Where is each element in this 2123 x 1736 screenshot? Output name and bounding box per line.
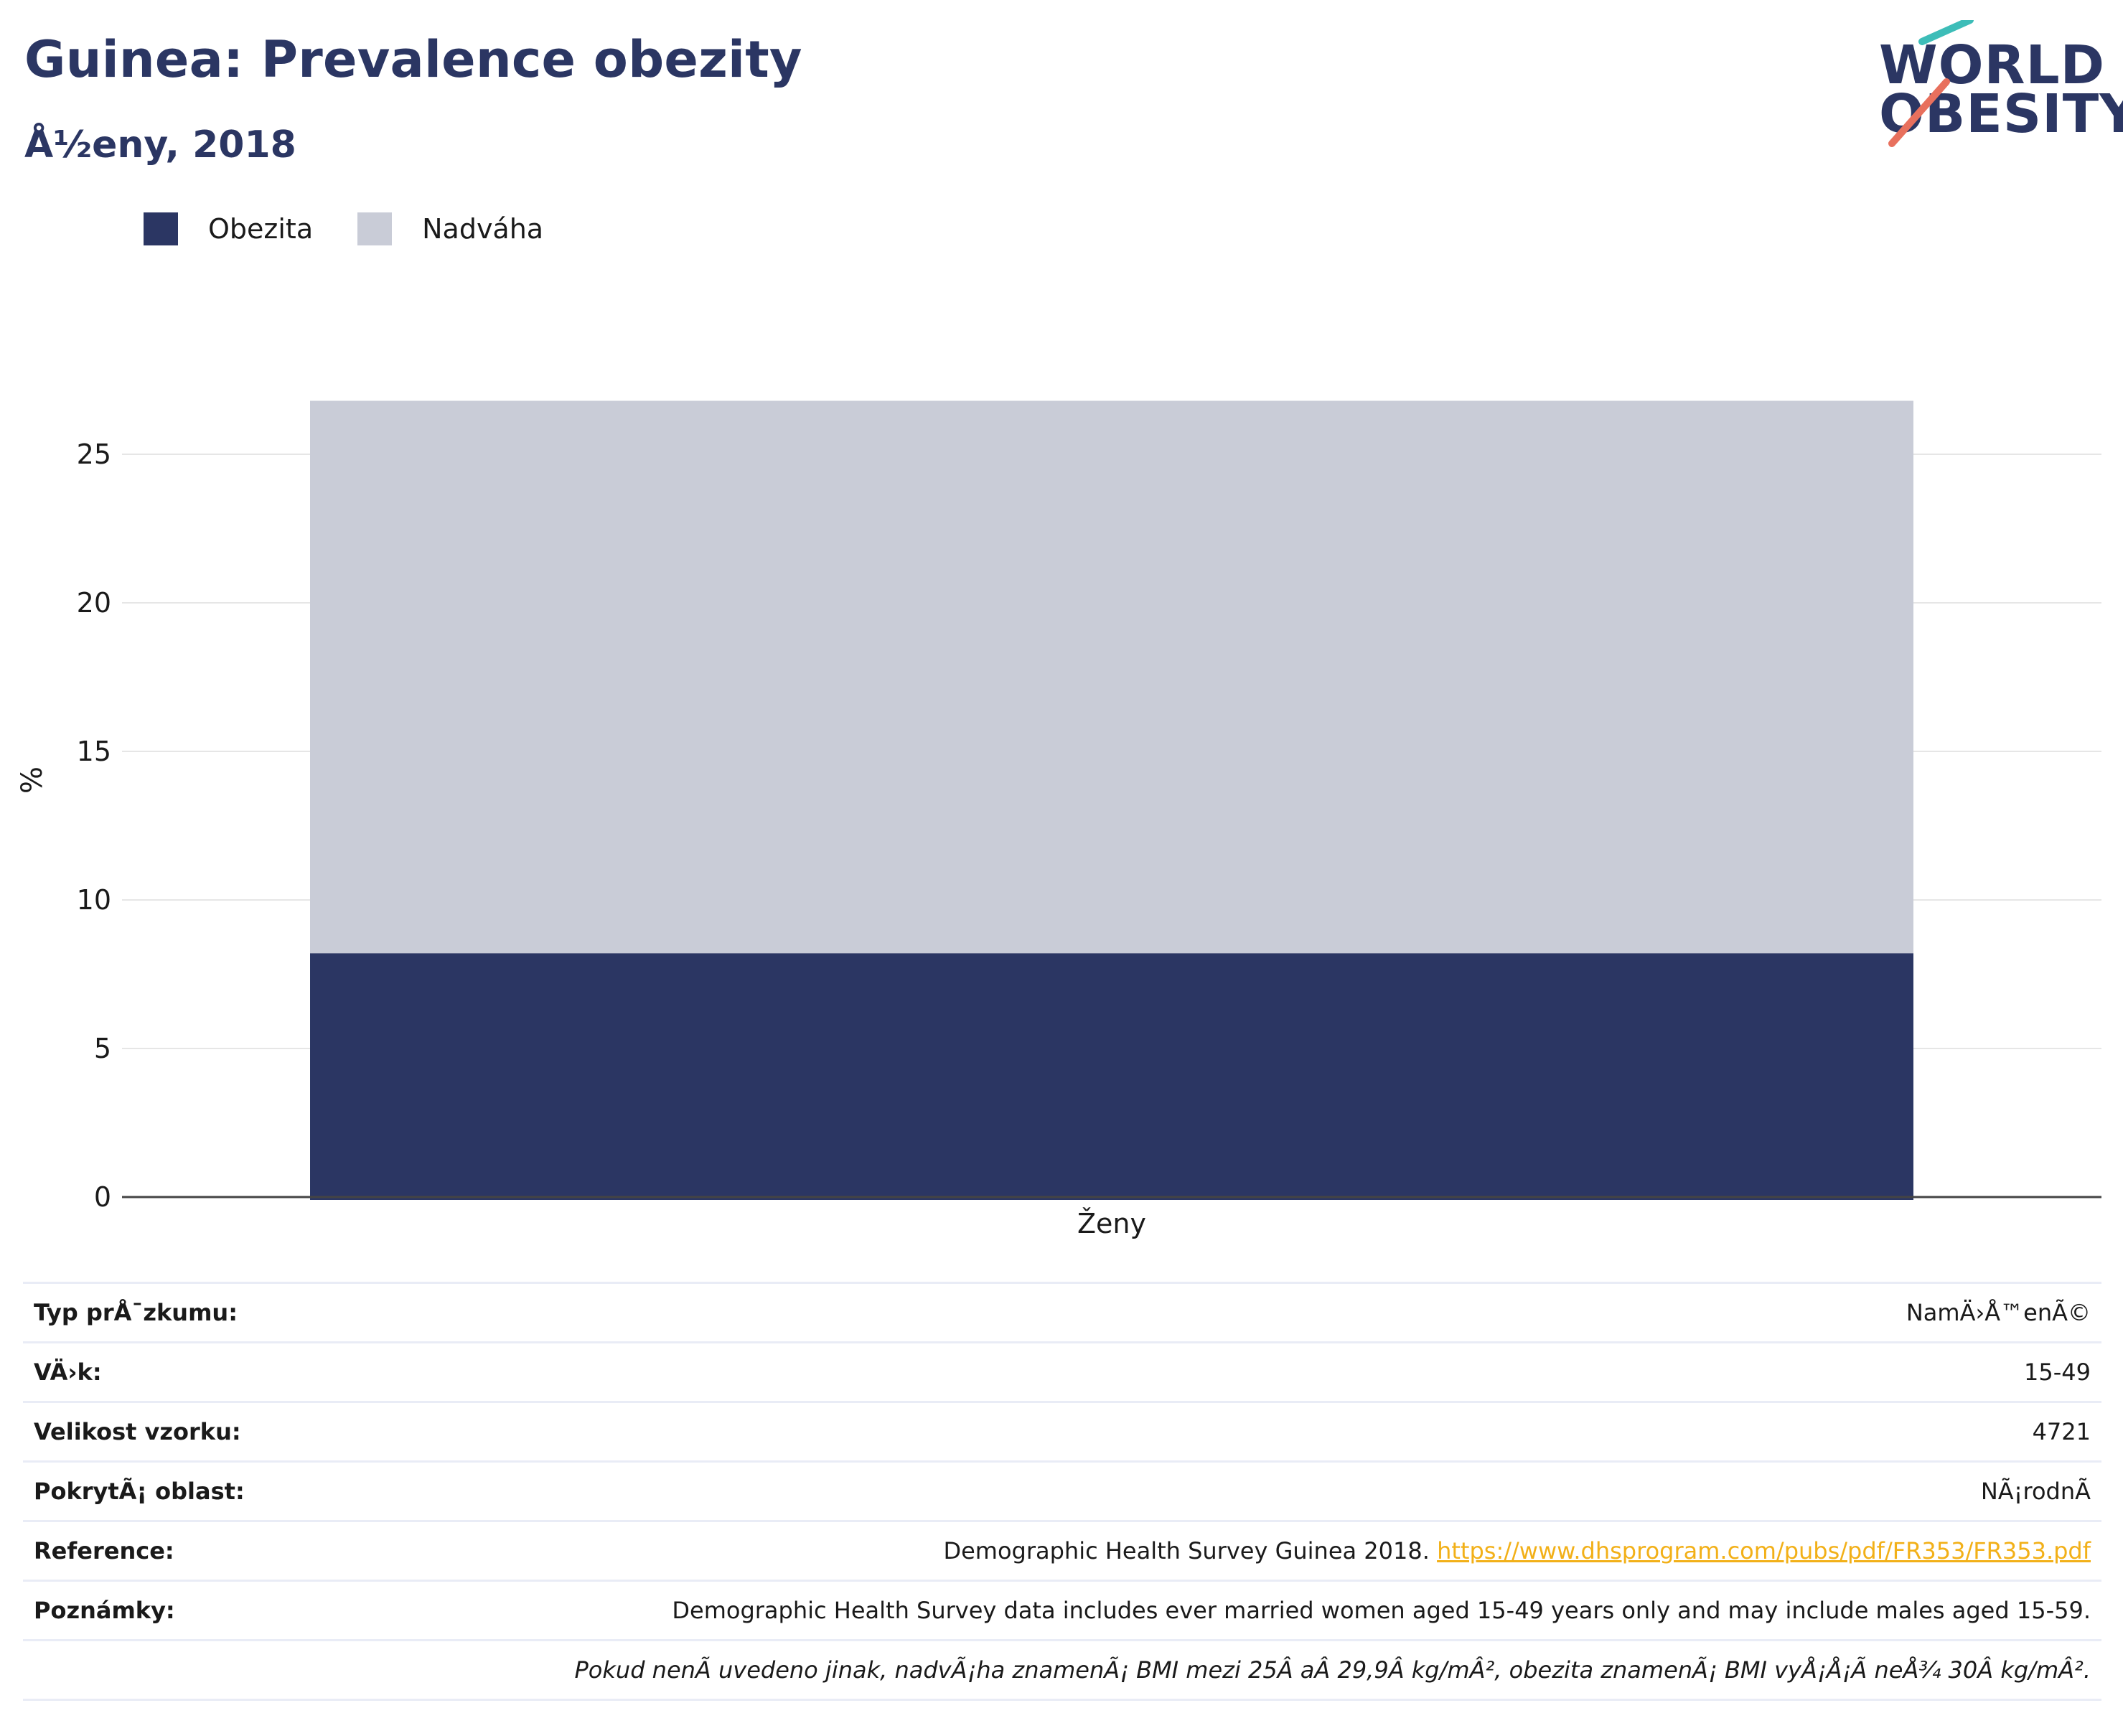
info-value: Demographic Health Survey Guinea 2018. h… <box>943 1537 2091 1564</box>
info-row-sample-size: Velikost vzorku: 4721 <box>23 1403 2101 1463</box>
y-tick-label: 20 <box>77 587 111 619</box>
legend-label-obesity: Obezita <box>208 213 314 245</box>
info-value: 4721 <box>2032 1418 2091 1445</box>
x-tick-label: Ženy <box>1077 1208 1146 1239</box>
logo-line-world: WORLD <box>1879 34 2106 96</box>
info-row-notes: Poznámky: Demographic Health Survey data… <box>23 1582 2101 1641</box>
info-table: Typ prÅ¯zkumu: NamÄ›Å™enÃ© VÄ›k: 15-49 V… <box>23 1282 2101 1701</box>
info-row-footnote: Pokud nenÃ uvedeno jinak, nadvÃ¡ha zname… <box>23 1641 2101 1701</box>
y-tick-label: 0 <box>94 1181 111 1213</box>
legend: Obezita Nadváha <box>144 212 588 245</box>
y-axis-label: % <box>16 766 49 794</box>
y-tick-label: 10 <box>77 884 111 916</box>
info-row-age: VÄ›k: 15-49 <box>23 1343 2101 1403</box>
y-tick-label: 15 <box>77 736 111 767</box>
legend-label-overweight: Nadváha <box>422 213 544 245</box>
footnote-text: Pokud nenÃ uvedeno jinak, nadvÃ¡ha zname… <box>574 1656 2091 1684</box>
bar-chart: 0 5 10 15 20 25 Ženy% <box>16 400 2101 1239</box>
legend-item-overweight: Nadváha <box>357 212 543 245</box>
logo-slash-icon <box>1888 20 1974 147</box>
legend-item-obesity: Obezita <box>144 212 313 245</box>
info-value: NÃ¡rodnÃ <box>1980 1478 2091 1505</box>
info-value: 15-49 <box>2024 1359 2091 1386</box>
info-row-reference: Reference: Demographic Health Survey Gui… <box>23 1522 2101 1582</box>
y-tick-label: 5 <box>94 1033 111 1064</box>
world-obesity-logo: WORLD OBESITY <box>1866 20 2123 149</box>
info-value: Demographic Health Survey data includes … <box>672 1597 2091 1624</box>
info-row-survey-type: Typ prÅ¯zkumu: NamÄ›Å™enÃ© <box>23 1284 2101 1343</box>
info-label: PokrytÃ¡ oblast: <box>34 1478 245 1505</box>
legend-swatch-obesity <box>144 212 178 245</box>
info-row-coverage: PokrytÃ¡ oblast: NÃ¡rodnÃ <box>23 1463 2101 1522</box>
reference-link[interactable]: https://www.dhsprogram.com/pubs/pdf/FR35… <box>1437 1537 2091 1564</box>
info-value: NamÄ›Å™enÃ© <box>1906 1299 2091 1326</box>
chart-title: Guinea: Prevalence obezity <box>24 30 802 89</box>
bar-segment <box>310 950 1913 1200</box>
info-label: Poznámky: <box>34 1597 175 1624</box>
chart-subtitle: Å½eny, 2018 <box>24 123 296 166</box>
bar-segment <box>310 400 1913 954</box>
info-label: VÄ›k: <box>34 1359 102 1386</box>
reference-text: Demographic Health Survey Guinea 2018. <box>943 1537 1430 1564</box>
info-label: Typ prÅ¯zkumu: <box>34 1299 238 1326</box>
y-tick-label: 25 <box>77 438 111 470</box>
info-label: Velikost vzorku: <box>34 1418 241 1445</box>
info-label: Reference: <box>34 1537 174 1564</box>
legend-swatch-overweight <box>357 212 393 245</box>
